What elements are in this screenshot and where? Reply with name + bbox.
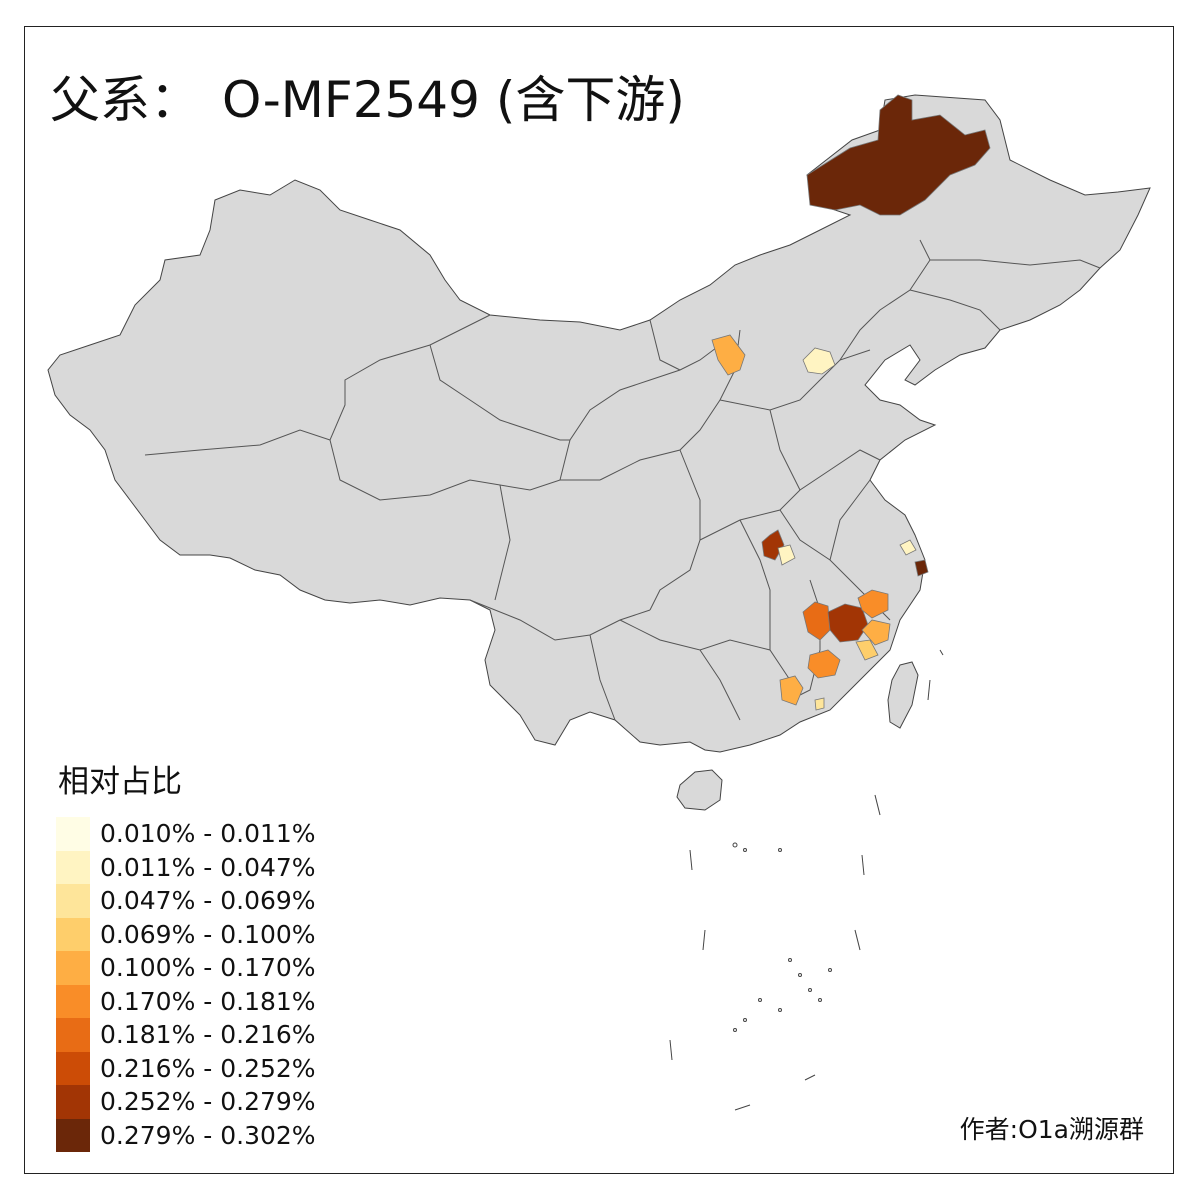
legend-item: 0.069% - 0.100% — [56, 917, 316, 951]
legend-swatch — [56, 850, 90, 884]
legend-label: 0.170% - 0.181% — [100, 986, 316, 1016]
legend-item: 0.252% - 0.279% — [56, 1085, 316, 1119]
legend-label: 0.252% - 0.279% — [100, 1087, 316, 1117]
legend-label: 0.069% - 0.100% — [100, 919, 316, 949]
region-jiangxi-central — [827, 603, 869, 643]
legend-item: 0.010% - 0.011% — [56, 817, 316, 851]
region-zhejiang-coast — [914, 559, 929, 577]
legend-item: 0.170% - 0.181% — [56, 984, 316, 1018]
highlighted-regions — [711, 94, 991, 711]
region-shanghai — [899, 539, 917, 556]
region-guangdong-east — [814, 697, 825, 711]
legend-label: 0.181% - 0.216% — [100, 1020, 316, 1050]
region-guangdong-north — [779, 675, 804, 706]
region-jiangxi-northeast — [857, 589, 889, 619]
legend-swatch — [56, 1018, 90, 1052]
legend-label: 0.100% - 0.170% — [100, 953, 316, 983]
legend: 相对占比 0.010% - 0.011% 0.011% - 0.047% 0.0… — [56, 756, 316, 1152]
region-fujian-north — [861, 619, 891, 646]
legend-swatch — [56, 1051, 90, 1085]
mainland-china — [47, 94, 1151, 753]
legend-label: 0.011% - 0.047% — [100, 852, 316, 882]
legend-title: 相对占比 — [58, 764, 182, 800]
legend-swatch — [56, 817, 90, 851]
hainan-island — [676, 769, 723, 811]
land-group — [47, 94, 1151, 811]
legend-label: 0.216% - 0.252% — [100, 1053, 316, 1083]
region-hubei-central — [777, 544, 796, 566]
legend-item: 0.047% - 0.069% — [56, 884, 316, 918]
region-north-shanxi — [711, 334, 746, 376]
title-main: O-MF2549 (含下游) — [222, 71, 685, 129]
region-hulunbuir — [806, 94, 991, 216]
map-title: 父系： O-MF2549 (含下游) — [50, 60, 685, 132]
legend-swatch — [56, 884, 90, 918]
legend-item: 0.216% - 0.252% — [56, 1051, 316, 1085]
region-hubei-west — [761, 529, 785, 561]
region-fujian-central — [855, 639, 879, 661]
legend-items: 0.010% - 0.011% 0.011% - 0.047% 0.047% -… — [56, 817, 316, 1152]
taiwan-island — [887, 661, 919, 729]
legend-swatch — [56, 984, 90, 1018]
title-prefix: 父系： — [50, 71, 200, 129]
legend-swatch — [56, 1118, 90, 1152]
region-beijing — [802, 347, 836, 375]
legend-item: 0.100% - 0.170% — [56, 951, 316, 985]
legend-label: 0.010% - 0.011% — [100, 819, 316, 849]
legend-item: 0.279% - 0.302% — [56, 1118, 316, 1152]
legend-label: 0.279% - 0.302% — [100, 1120, 316, 1150]
author-credit: 作者:O1a溯源群 — [959, 1115, 1144, 1144]
legend-swatch — [56, 951, 90, 985]
legend-swatch — [56, 1085, 90, 1119]
legend-label: 0.047% - 0.069% — [100, 886, 316, 916]
south-sea-islands — [669, 649, 944, 1111]
legend-swatch — [56, 917, 90, 951]
region-jiangxi-south — [807, 649, 841, 679]
legend-item: 0.011% - 0.047% — [56, 850, 316, 884]
legend-item: 0.181% - 0.216% — [56, 1018, 316, 1052]
